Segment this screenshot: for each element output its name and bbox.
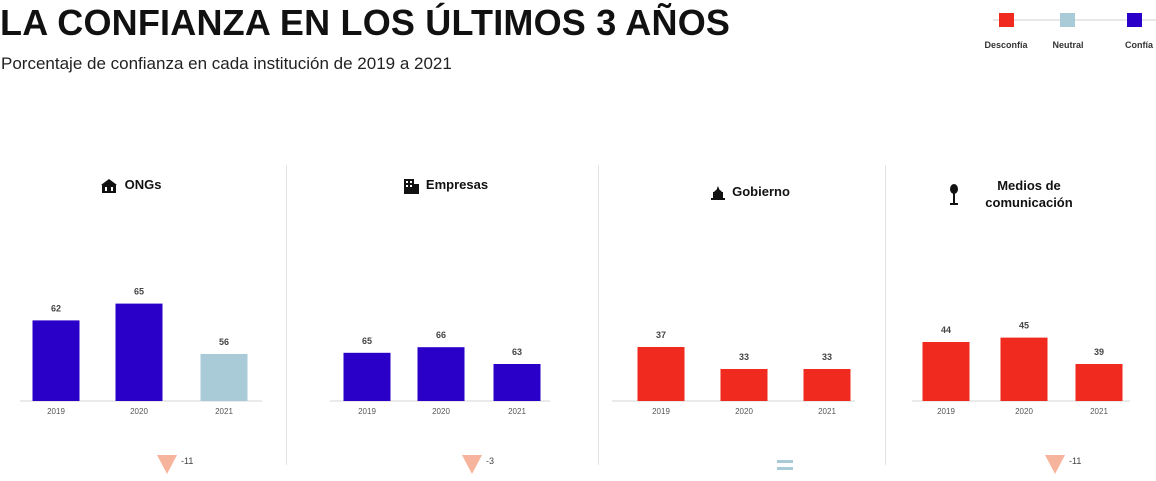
tick-label: 2019 [358,407,376,416]
data-label: 45 [1019,321,1029,331]
data-label: 63 [512,347,522,357]
office-building-icon [403,178,419,194]
bar [922,342,970,401]
down-triangle-icon [1045,455,1065,474]
charts-area: ONGs Empresas Gobierno Medios de comunic… [0,150,1156,481]
tick-label: 2020 [432,407,450,416]
tick-label: 2021 [1090,407,1108,416]
bar [200,354,248,401]
down-triangle-icon [157,455,177,474]
data-label: 44 [941,325,951,335]
microphone-icon [950,184,958,205]
change-label: -11 [181,456,193,466]
change-label: -3 [486,456,494,466]
bar [1000,337,1048,401]
panel-title-empresas: Empresas [375,176,515,194]
panel-divider [885,165,886,465]
bar-charts-svg: 62 2019 65 2020 56 2021 -11 65 2019 66 2020 63 2021 -… [20,287,1130,474]
data-label: 33 [822,352,832,362]
tick-label: 2019 [47,407,65,416]
legend-label-confia: Confía [1125,40,1154,50]
data-label: 39 [1094,347,1104,357]
down-triangle-icon [462,455,482,474]
legend-swatch-neutral [1060,13,1075,27]
capitol-icon [711,185,726,200]
bar [720,369,768,401]
tick-label: 2020 [1015,407,1033,416]
data-label: 66 [436,330,446,340]
panel-divider [598,165,599,465]
panel-title-text: Medios de comunicación [985,178,1073,210]
legend-swatch-confia [1127,13,1142,27]
data-label: 33 [739,352,749,362]
bar [1075,364,1123,401]
page-title: LA CONFIANZA EN LOS ÚLTIMOS 3 AÑOS [0,2,731,43]
panel-title-ongs: ONGs [60,176,200,194]
panel-divider [286,165,287,465]
legend: Desconfía Neutral Confía [975,8,1156,58]
equals-icon [777,467,793,470]
tick-label: 2020 [130,407,148,416]
panel-title-medios: Medios de comunicación [947,177,1127,211]
data-label: 62 [51,303,61,313]
data-label: 65 [362,336,372,346]
tick-label: 2021 [508,407,526,416]
bar [417,347,465,401]
legend-svg: Desconfía Neutral Confía [984,13,1156,50]
panel-title-text: Gobierno [732,184,790,199]
data-label: 37 [656,330,666,340]
equals-icon [777,460,793,463]
data-label: 65 [134,287,144,297]
change-label: -11 [1069,456,1081,466]
panel-title-text: ONGs [124,177,162,192]
legend-label-neutral: Neutral [1052,40,1083,50]
ngo-building-icon [100,178,117,193]
tick-label: 2021 [818,407,836,416]
page-subtitle: Porcentaje de confianza en cada instituc… [1,54,452,73]
tick-label: 2019 [937,407,955,416]
legend-swatch-desconfia [999,13,1014,27]
bar [637,347,685,401]
panel-title-gobierno: Gobierno [680,183,820,201]
bar [32,320,80,401]
legend-label-desconfia: Desconfía [984,40,1028,50]
panel-title-text: Empresas [425,177,489,192]
bar [115,303,163,401]
tick-label: 2021 [215,407,233,416]
tick-label: 2019 [652,407,670,416]
bar [493,364,541,401]
bar [343,352,391,401]
bar [803,369,851,401]
data-label: 56 [219,337,229,347]
tick-label: 2020 [735,407,753,416]
